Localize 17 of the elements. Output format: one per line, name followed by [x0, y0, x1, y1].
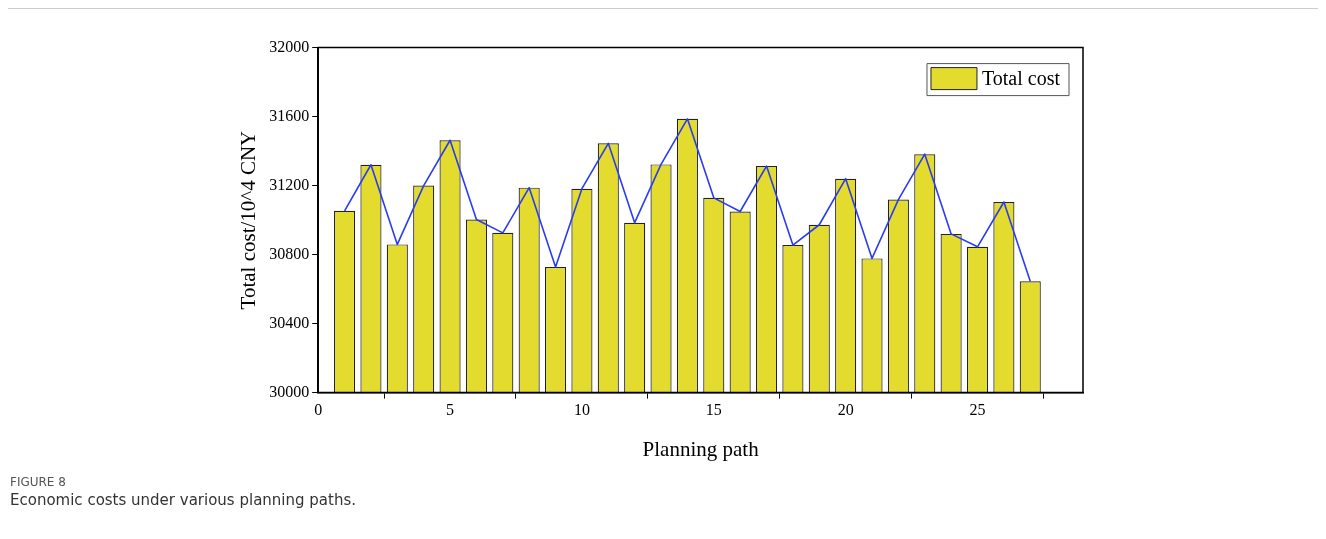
- x-tick-label: 5: [446, 401, 455, 419]
- y-axis-title: Total cost/10^4 CNY: [236, 130, 261, 310]
- x-tick-label: 15: [705, 401, 722, 419]
- x-tick-label: 25: [969, 401, 986, 419]
- y-tick-label: 32000: [269, 37, 310, 55]
- y-tick-label: 30400: [269, 313, 310, 331]
- y-tick-label: 30800: [269, 244, 310, 262]
- x-tick-label: 10: [573, 401, 590, 419]
- x-axis-title: Planning path: [642, 436, 760, 461]
- y-tick-label: 31600: [269, 106, 310, 124]
- x-tick-label: 20: [837, 401, 854, 419]
- text: Economic costs under various planning paths.: [10, 491, 357, 509]
- x-tick-label: 0: [314, 401, 323, 419]
- y-tick-label: 31200: [269, 175, 310, 193]
- legend-label: Total cost: [981, 66, 1061, 89]
- caption: FIGURE 8: [10, 475, 67, 489]
- y-tick-label: 30000: [269, 382, 310, 400]
